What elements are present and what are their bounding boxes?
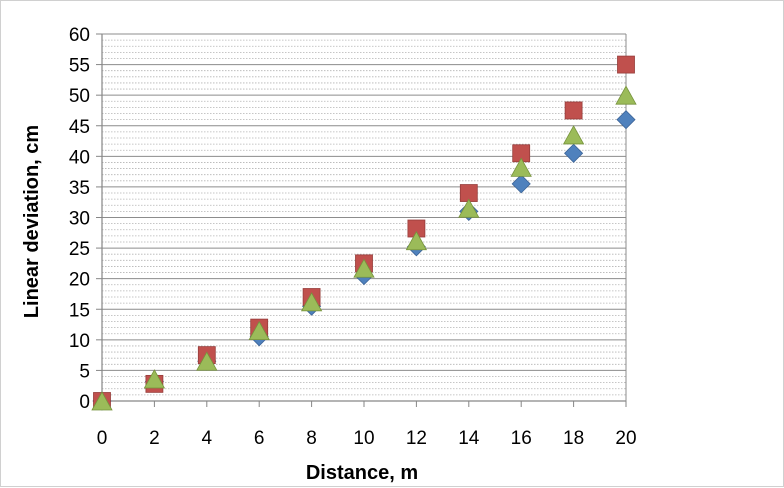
y-tick-label: 0: [79, 392, 90, 413]
y-tick-label: 10: [69, 331, 90, 352]
diamond-marker: [564, 143, 584, 163]
x-tick-label: 8: [306, 428, 317, 449]
y-tick-label: 25: [69, 239, 90, 260]
triangle-marker: [143, 369, 166, 389]
x-tick-label: 16: [511, 428, 532, 449]
x-tick-label: 10: [353, 428, 374, 449]
y-tick-label: 60: [69, 25, 90, 46]
series-triangle: [91, 85, 637, 411]
y-tick-label: 5: [79, 361, 90, 382]
y-tick-label: 40: [69, 147, 90, 168]
triangle-marker: [300, 292, 323, 312]
diamond-marker: [511, 174, 531, 194]
square-marker: [617, 55, 635, 74]
triangle-marker: [562, 125, 585, 145]
y-tick-labels: 0 5 10 15 20 25 30 35 40 45 50 55 60: [69, 25, 90, 413]
x-tick-label: 0: [97, 428, 108, 449]
x-tick-label: 4: [202, 428, 213, 449]
y-tick-label: 55: [69, 56, 90, 77]
x-tick-label: 18: [563, 428, 584, 449]
y-tick-label: 35: [69, 178, 90, 199]
y-tick-label: 45: [69, 117, 90, 138]
triangle-marker: [353, 258, 375, 278]
y-axis-title: Linear deviation, cm: [21, 125, 43, 318]
triangle-marker: [91, 391, 113, 411]
axes: [96, 33, 627, 407]
x-tick-label: 2: [149, 428, 160, 449]
triangle-marker: [196, 351, 218, 371]
triangle-marker: [510, 157, 532, 177]
gridlines: [102, 33, 626, 396]
x-tick-label: 14: [458, 428, 480, 449]
x-tick-label: 12: [406, 428, 427, 449]
y-tick-label: 50: [69, 86, 90, 107]
triangle-marker: [458, 198, 480, 218]
series-square: [93, 55, 635, 410]
triangle-marker: [615, 85, 637, 105]
x-tick-label: 20: [615, 428, 636, 449]
triangle-marker: [248, 320, 270, 341]
y-tick-label: 30: [69, 209, 90, 230]
x-tick-labels: 0 2 4 6 8 10 12 14 16 18 20: [97, 428, 637, 449]
y-tick-label: 15: [69, 300, 90, 321]
square-marker: [564, 101, 583, 120]
diamond-marker: [616, 110, 636, 130]
y-tick-label: 20: [69, 270, 90, 291]
x-tick-label: 6: [254, 428, 265, 449]
x-axis-title: Distance, m: [306, 462, 418, 484]
triangle-marker: [405, 230, 428, 251]
data-series: [91, 55, 637, 411]
